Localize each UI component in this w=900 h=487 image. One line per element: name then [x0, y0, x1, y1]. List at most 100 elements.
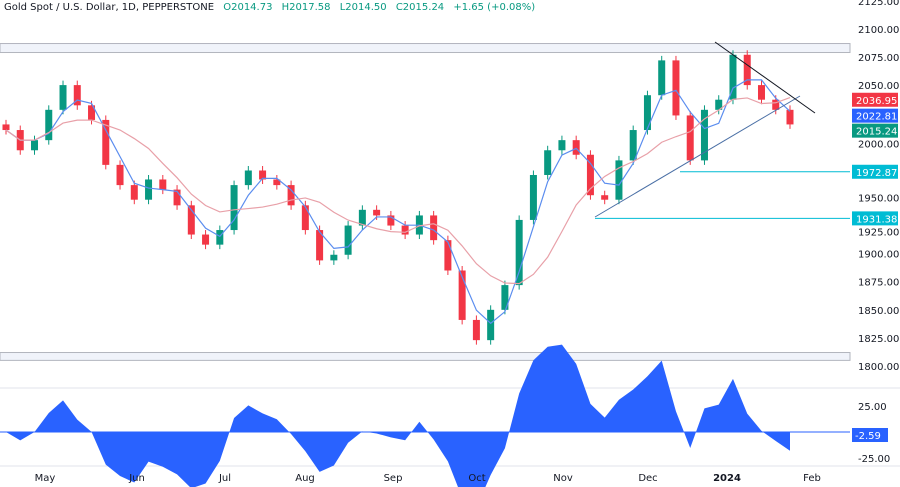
candle [658, 60, 666, 96]
candle [287, 185, 295, 206]
change-value: +1.65 (+0.08%) [453, 2, 536, 13]
price-tag [852, 123, 898, 138]
symbol-title: Gold Spot / U.S. Dollar, 1D, PEPPERSTONE [4, 2, 215, 13]
candle [202, 234, 210, 245]
candle [387, 215, 395, 226]
candle [743, 54, 751, 86]
close-value: C2015.24 [395, 2, 445, 13]
candle [330, 254, 338, 261]
time-tick: Sep [384, 473, 403, 484]
candle [187, 205, 195, 235]
candle [373, 209, 381, 216]
candle [2, 124, 10, 131]
time-tick: Jun [128, 473, 145, 484]
chart-legend: Gold Spot / U.S. Dollar, 1D, PEPPERSTONE… [4, 2, 535, 13]
candle [45, 109, 53, 141]
price-tick: 1925.00 [858, 227, 899, 238]
open-value: O2014.73 [223, 2, 273, 13]
oscillator-value: -2.59 [855, 431, 881, 442]
candle [244, 170, 252, 186]
ascending-trendline [594, 95, 801, 218]
candle [444, 240, 452, 271]
candle [430, 215, 438, 241]
time-tick: Nov [553, 473, 573, 484]
price-tag-label: 1972.87 [856, 168, 897, 179]
candle [558, 140, 566, 151]
price-tick: 2000.00 [858, 140, 899, 151]
time-tick: 2024 [713, 473, 741, 484]
candle [686, 115, 694, 161]
candle [729, 54, 737, 100]
low-value: L2014.50 [339, 2, 387, 13]
oscillator-value-tag [852, 428, 888, 442]
high-value: H2017.58 [281, 2, 331, 13]
price-tick: 1825.00 [858, 334, 899, 345]
candle [102, 119, 110, 165]
price-tick: 2050.00 [858, 81, 899, 92]
candle [472, 319, 480, 341]
price-tick: 1875.00 [858, 278, 899, 289]
candle [601, 195, 609, 200]
candle [73, 85, 81, 106]
candle [458, 270, 466, 320]
candle [173, 189, 181, 206]
candle [715, 99, 723, 110]
price-tick: 1900.00 [858, 250, 899, 261]
candle [401, 225, 409, 235]
candle [629, 130, 637, 161]
descending-trendline [714, 41, 816, 114]
candle [643, 95, 651, 131]
price-tick: 1800.00 [858, 362, 899, 373]
price-tag-label: 2036.95 [856, 96, 897, 107]
candle [116, 164, 124, 186]
candle [159, 179, 167, 190]
candle [259, 170, 267, 180]
candle [145, 179, 153, 200]
candle [529, 174, 537, 220]
price-tag [852, 164, 898, 179]
range-zone [0, 352, 851, 361]
price-tick: 1850.00 [858, 306, 899, 317]
oscillator-area [6, 344, 790, 487]
time-tick: Dec [638, 473, 657, 484]
candle [31, 140, 39, 151]
time-tick: Oct [468, 473, 485, 484]
candle [316, 230, 324, 261]
candle [501, 285, 509, 310]
price-tag-label: 1931.38 [856, 214, 897, 225]
price-tag [852, 108, 898, 123]
candle [786, 109, 794, 125]
candle [672, 60, 680, 116]
time-tick: Jul [218, 473, 231, 484]
range-zone [0, 43, 851, 54]
price-tick: 2125.00 [858, 0, 899, 8]
price-tag-label: 2022.81 [856, 112, 897, 123]
oscillator-tick: 25.00 [858, 402, 887, 413]
candle [515, 219, 523, 286]
candle [301, 205, 309, 231]
candle [230, 185, 238, 231]
price-tag [852, 211, 898, 226]
time-tick: Aug [295, 473, 315, 484]
candle [757, 85, 765, 100]
candle [344, 225, 352, 255]
time-tick: Feb [803, 473, 821, 484]
candle [487, 309, 495, 341]
price-tick: 1950.00 [858, 193, 899, 204]
candle [615, 160, 623, 200]
price-tag-label: 2015.24 [856, 127, 897, 138]
slow-ma-line [5, 97, 791, 285]
price-tick: 2075.00 [858, 53, 899, 64]
candle [216, 230, 224, 245]
candle [130, 185, 138, 200]
candle [700, 109, 708, 161]
oscillator-tick: -25.00 [858, 454, 890, 465]
price-tick: 2100.00 [858, 25, 899, 36]
candle [358, 209, 366, 226]
candle [572, 140, 580, 155]
time-tick: May [35, 473, 56, 484]
candle [586, 154, 594, 196]
candle [273, 179, 281, 186]
candle [544, 150, 552, 175]
